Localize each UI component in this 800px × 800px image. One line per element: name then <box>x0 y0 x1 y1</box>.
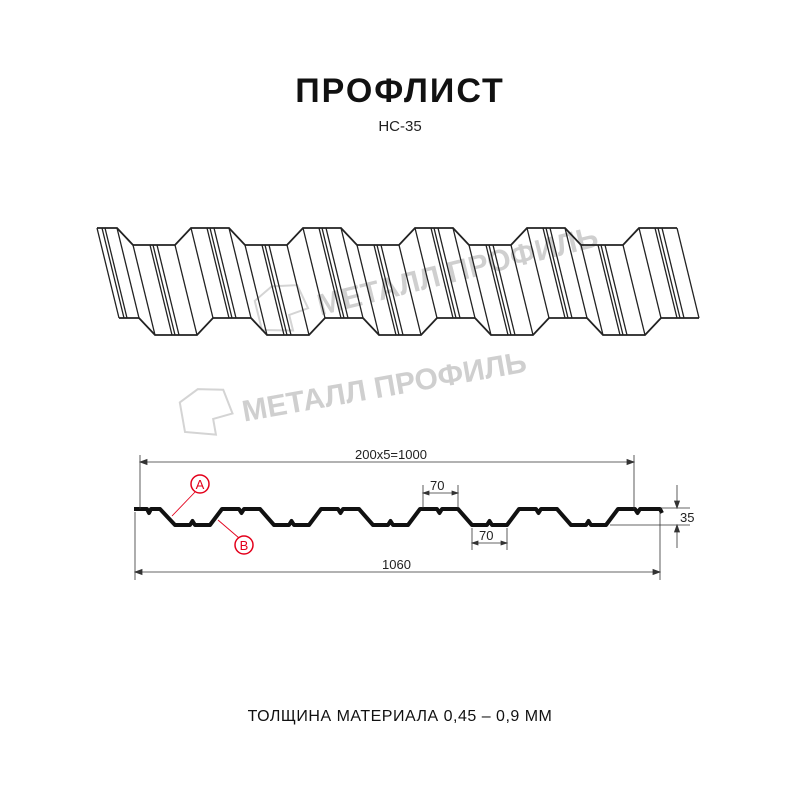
sheet-3d-view <box>96 227 700 336</box>
sheet-fold-line <box>261 244 285 336</box>
sheet-top-edge <box>97 227 677 246</box>
sheet-fold-line <box>302 227 326 319</box>
sheet-fold-line <box>485 244 509 336</box>
sheet-fold-line <box>132 244 156 336</box>
sheet-fold-line <box>437 227 461 319</box>
sheet-fold-line <box>152 244 176 336</box>
sheet-fold-line <box>604 244 628 336</box>
sheet-fold-line <box>380 244 404 336</box>
sheet-fold-line <box>488 244 512 336</box>
sheet-fold-line <box>492 244 516 336</box>
sheet-fold-line <box>542 227 566 319</box>
marker-b: B <box>217 519 254 555</box>
sheet-fold-line <box>676 227 700 319</box>
sheet-fold-line <box>564 227 588 319</box>
sheet-fold-line <box>116 227 140 319</box>
sheet-fold-line <box>96 227 120 319</box>
sheet-fold-line <box>414 227 438 319</box>
sheet-fold-line <box>430 227 454 319</box>
dimension-lines <box>133 455 690 580</box>
sheet-fold-line <box>206 227 230 319</box>
sheet-fold-line <box>545 227 569 319</box>
profile-section <box>134 507 664 527</box>
sheet-fold-line <box>356 244 380 336</box>
sheet-fold-line <box>318 227 342 319</box>
dim-pitch-total: 200x5=1000 <box>355 447 427 462</box>
sheet-fold-line <box>433 227 457 319</box>
sheet-fold-line <box>600 244 624 336</box>
sheet-fold-line <box>398 244 422 336</box>
sheet-fold-line <box>149 244 173 336</box>
dim-height: 35 <box>680 510 694 525</box>
sheet-fold-line <box>340 227 364 319</box>
sheet-fold-line <box>174 244 198 336</box>
sheet-fold-line <box>622 244 646 336</box>
dim-full-width: 1060 <box>382 557 411 572</box>
marker-a-label: A <box>196 477 205 492</box>
sheet-fold-line <box>661 227 685 319</box>
marker-a: A <box>171 474 210 517</box>
sheet-fold-line <box>549 227 573 319</box>
sheet-fold-line <box>228 227 252 319</box>
sheet-fold-line <box>580 244 604 336</box>
sheet-fold-line <box>190 227 214 319</box>
sheet-fold-line <box>213 227 237 319</box>
dim-bottom-flange: 70 <box>479 528 493 543</box>
sheet-fold-line <box>452 227 476 319</box>
sheet-fold-line <box>657 227 681 319</box>
sheet-bottom-edge <box>119 317 699 336</box>
marker-b-label: B <box>240 538 249 553</box>
sheet-fold-line <box>156 244 180 336</box>
watermark-logo-bottom: МЕТАЛЛ ПРОФИЛЬ <box>178 346 530 436</box>
sheet-fold-line <box>376 244 400 336</box>
sheet-fold-line <box>104 227 128 319</box>
dim-top-flange: 70 <box>430 478 444 493</box>
sheet-fold-line <box>654 227 678 319</box>
sheet-fold-line <box>597 244 621 336</box>
sheet-fold-line <box>264 244 288 336</box>
sheet-fold-line <box>373 244 397 336</box>
sheet-fold-line <box>325 227 349 319</box>
sheet-fold-line <box>244 244 268 336</box>
watermark-text-bottom: МЕТАЛЛ ПРОФИЛЬ <box>240 346 530 429</box>
sheet-fold-line <box>468 244 492 336</box>
sheet-fold-line <box>268 244 292 336</box>
sheet-fold-line <box>638 227 662 319</box>
sheet-fold-line <box>321 227 345 319</box>
page-title: ПРОФЛИСТ <box>295 72 505 110</box>
thickness-note: ТОЛЩИНА МАТЕРИАЛА 0,45 – 0,9 ММ <box>247 708 553 725</box>
sheet-fold-line <box>510 244 534 336</box>
sheet-fold-line <box>526 227 550 319</box>
model-name: НС-35 <box>378 118 422 135</box>
sheet-fold-line <box>101 227 125 319</box>
sheet-fold-line <box>209 227 233 319</box>
sheet-fold-line <box>286 244 310 336</box>
